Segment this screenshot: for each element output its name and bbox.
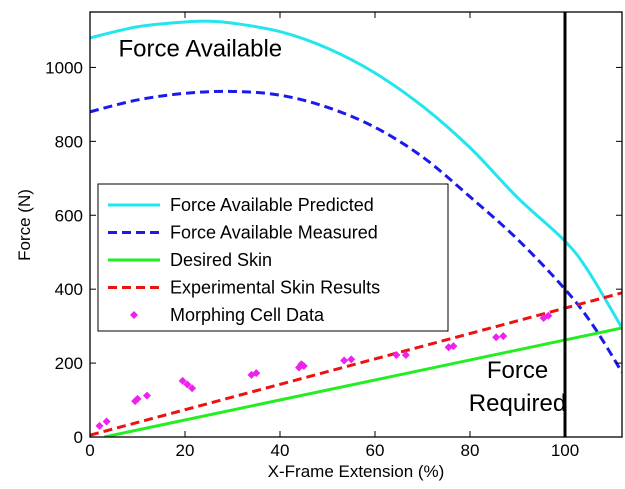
y-tick-label: 400 <box>55 280 83 299</box>
morphing-cell-data-point <box>449 342 458 351</box>
y-tick-label: 1000 <box>45 58 83 77</box>
x-tick-label: 40 <box>271 441 290 460</box>
morphing-cell-data-point <box>183 380 192 389</box>
desired-skin-line <box>103 326 622 437</box>
morphing-cell-data-point <box>102 417 111 426</box>
legend-box <box>97 183 449 332</box>
morphing-cell-data-point <box>178 376 187 385</box>
morphing-cell-data-point <box>499 332 508 341</box>
morphing-cell-data-point <box>340 356 349 365</box>
morphing-cell-data-point <box>188 384 197 393</box>
morphing-cell-data-point <box>133 394 142 403</box>
legend-label-experimental-skin-results: Experimental Skin Results <box>170 278 380 298</box>
experimental-skin-results-line <box>90 291 622 437</box>
x-axis-title: X-Frame Extension (%) <box>268 462 445 481</box>
x-tick-label: 80 <box>461 441 480 460</box>
plot-frame <box>89 11 623 438</box>
legend-swatch-morphing-cell-data <box>130 311 138 319</box>
y-tick-label: 0 <box>74 428 83 447</box>
annotation-force-available: Force Available <box>119 35 283 62</box>
morphing-cell-data-point <box>392 350 401 359</box>
legend-label-force-available-measured: Force Available Measured <box>170 223 378 243</box>
morphing-cell-data-point <box>252 369 261 378</box>
legend-label-desired-skin: Desired Skin <box>170 250 272 270</box>
x-tick-label: 20 <box>176 441 195 460</box>
y-tick-label: 600 <box>55 206 83 225</box>
legend-label-force-available-predicted: Force Available Predicted <box>170 195 374 215</box>
morphing-cell-data-point <box>401 350 410 359</box>
morphing-cell-data-point <box>544 311 553 320</box>
legend-label-morphing-cell-data: Morphing Cell Data <box>170 305 325 325</box>
morphing-cell-data-point <box>492 333 501 342</box>
morphing-cell-data-point <box>299 362 308 371</box>
morphing-cell-data-point <box>347 355 356 364</box>
morphing-cell-data-point <box>95 421 104 430</box>
x-tick-label: 60 <box>366 441 385 460</box>
morphing-cell-data-point <box>143 391 151 400</box>
y-tick-label: 200 <box>55 354 83 373</box>
annotation-force: Force <box>487 357 548 384</box>
y-tick-label: 800 <box>55 132 83 151</box>
x-tick-label: 0 <box>85 441 94 460</box>
annotation-required: Required <box>469 390 566 417</box>
y-axis-title: Force (N) <box>15 189 34 261</box>
x-tick-label: 100 <box>551 441 579 460</box>
legend: Force Available Predicted Force Available… <box>97 183 449 332</box>
